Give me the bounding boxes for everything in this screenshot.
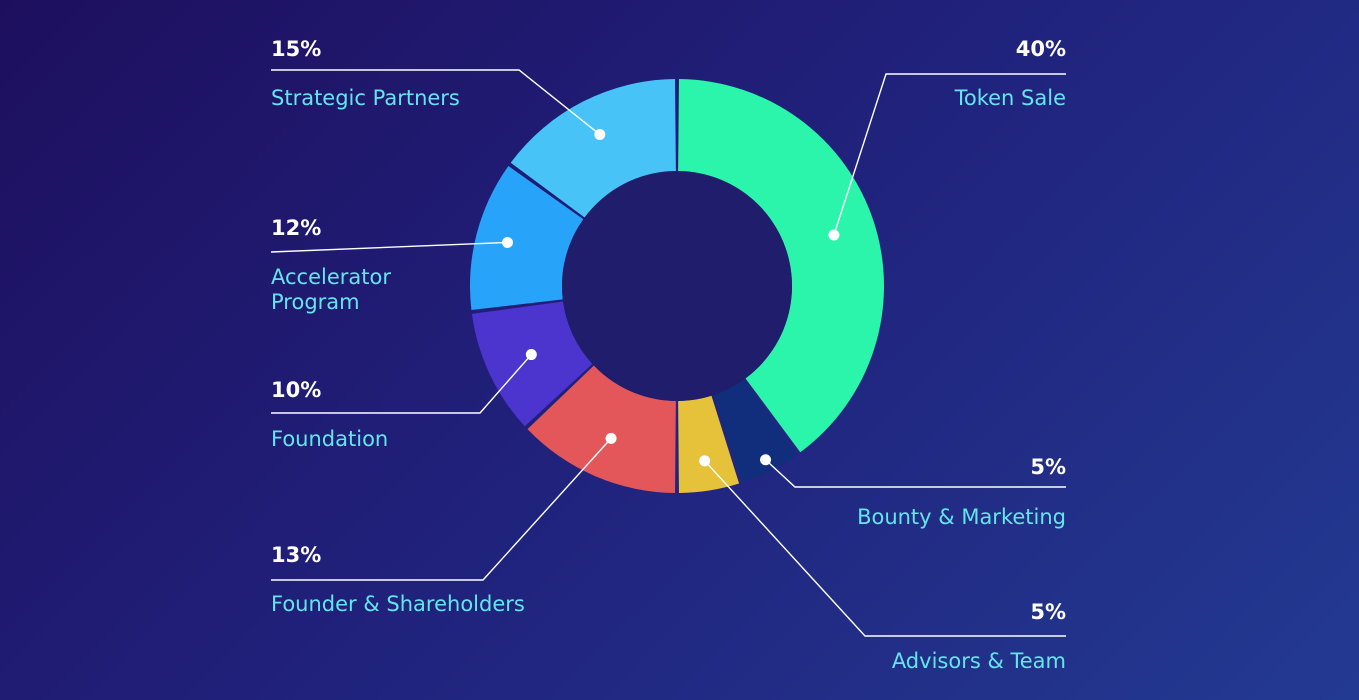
callout-leaders: [270, 69, 1066, 637]
label-accelerator-program-line1: Accelerator: [271, 265, 391, 289]
donut-hole: [562, 171, 792, 401]
leader-dot-token-sale: [828, 229, 840, 241]
label-advisors-team: Advisors & Team: [892, 649, 1066, 673]
pct-accelerator-program: 12%: [271, 216, 321, 240]
pct-foundation: 10%: [271, 378, 321, 402]
pct-token-sale: 40%: [1016, 37, 1066, 61]
slice-founder-shareholders: [527, 365, 676, 493]
slice-accelerator-program: [469, 165, 584, 310]
slice-token-sale: [678, 79, 885, 453]
label-strategic-partners: Strategic Partners: [271, 86, 460, 110]
label-accelerator-program-line2: Program: [271, 290, 360, 314]
donut-slices: [469, 79, 885, 493]
pct-strategic-partners: 15%: [271, 37, 321, 61]
slice-advisors-team: [678, 395, 740, 493]
leader-dot-foundation: [525, 349, 537, 361]
slice-bounty-marketing: [713, 379, 798, 483]
pct-founder-shareholders: 13%: [271, 543, 321, 567]
pct-bounty-marketing: 5%: [1030, 455, 1066, 479]
leader-dot-accelerator-program: [501, 236, 513, 248]
slice-foundation: [471, 301, 593, 427]
leader-line-foundation: [271, 354, 532, 414]
slice-strategic-partners: [510, 79, 676, 218]
leader-dot-bounty-marketing: [760, 454, 772, 466]
label-token-sale: Token Sale: [954, 86, 1066, 110]
leader-line-accelerator-program: [270, 241, 508, 253]
leader-dot-advisors-team: [699, 455, 711, 467]
leader-dot-founder-shareholders: [605, 432, 617, 444]
leader-line-bounty-marketing: [765, 459, 1066, 488]
leader-line-strategic-partners: [271, 69, 601, 136]
label-bounty-marketing: Bounty & Marketing: [857, 505, 1066, 529]
label-foundation: Foundation: [271, 427, 388, 451]
leader-line-founder-shareholders: [271, 437, 612, 581]
pct-advisors-team: 5%: [1030, 600, 1066, 624]
leader-dot-strategic-partners: [594, 129, 606, 141]
leader-line-advisors-team: [704, 460, 1066, 637]
leader-line-token-sale: [833, 73, 1066, 236]
label-founder-shareholders: Founder & Shareholders: [271, 592, 525, 616]
